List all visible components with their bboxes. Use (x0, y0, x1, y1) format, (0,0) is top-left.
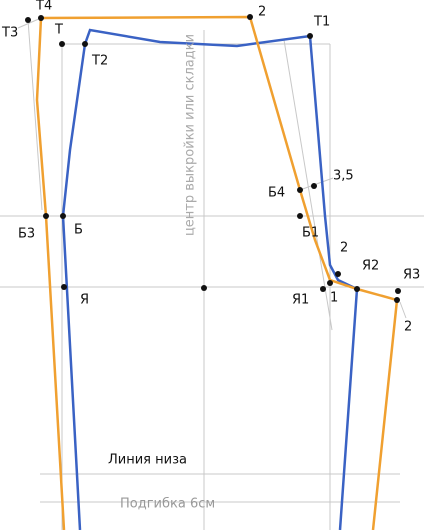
t4-pointer (17, 17, 42, 29)
point (247, 14, 253, 20)
point (82, 41, 88, 47)
point (60, 213, 66, 219)
point (307, 33, 313, 39)
point-label: Б4 (268, 186, 285, 201)
point (311, 183, 317, 189)
hem-line-label: Линия низа (108, 453, 187, 468)
point-label: Т3 (1, 26, 18, 41)
point-label: Я3 (403, 268, 420, 283)
point-label: Я2 (362, 259, 379, 274)
point-label: Я (80, 293, 89, 308)
point (43, 213, 49, 219)
back-outline (35, 15, 399, 530)
point-label: Т (54, 23, 63, 38)
ya3-pointer (399, 301, 407, 319)
point-label: 1 (330, 291, 338, 306)
point-label: Я1 (292, 293, 309, 308)
point-label: Б1 (302, 226, 319, 241)
point (38, 15, 44, 21)
point (297, 213, 303, 219)
hem-allowance-label: Подгибка 6см (120, 497, 215, 512)
point (327, 280, 333, 286)
point (59, 41, 65, 47)
point (335, 271, 341, 277)
side-guide (27, 19, 43, 211)
front-outline (61, 28, 359, 530)
point-label: 3,5 (333, 169, 354, 184)
b4-pointer (299, 177, 334, 191)
point-label: Б (74, 223, 83, 238)
point-label: 2 (258, 5, 266, 20)
point (395, 288, 401, 294)
center-line-label: центр выкройки или складки (183, 34, 198, 236)
point (61, 284, 67, 290)
point (201, 285, 207, 291)
point (354, 286, 360, 292)
point (25, 17, 31, 23)
point (297, 187, 303, 193)
fly-guide (283, 39, 333, 331)
point-label: Б3 (18, 227, 35, 242)
point (394, 297, 400, 303)
point-label: Т4 (35, 0, 52, 14)
point-label: Т1 (313, 15, 330, 30)
point (320, 286, 326, 292)
point-label: Т2 (91, 54, 108, 69)
point-label: 2 (340, 241, 348, 256)
guide-lines (0, 17, 424, 530)
point-label: 2 (404, 320, 412, 335)
